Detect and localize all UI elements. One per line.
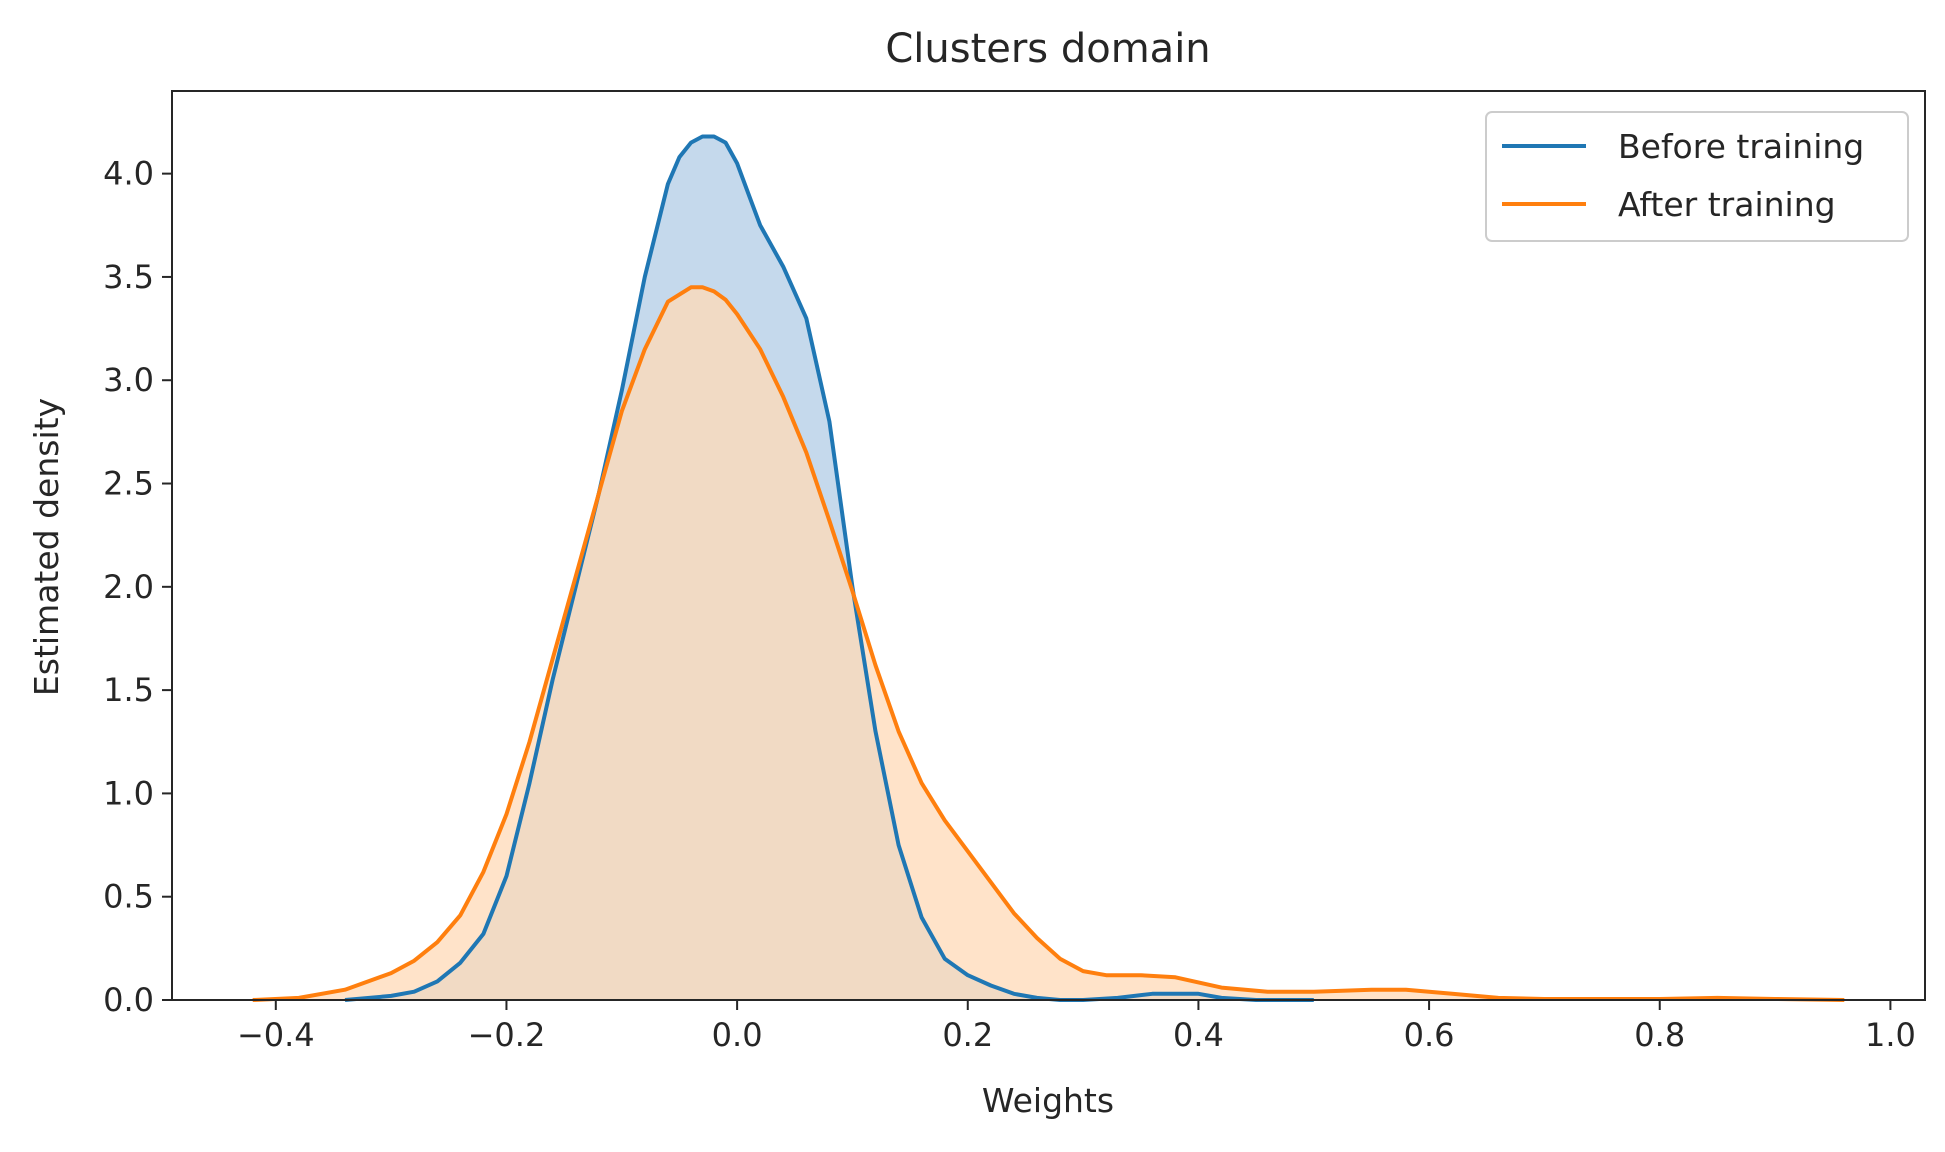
y-tick-label: 2.0 (103, 568, 154, 606)
legend-label: Before training (1618, 127, 1864, 166)
x-tick-label: 0.0 (712, 1016, 763, 1054)
series-line-1 (252, 285, 1845, 1002)
x-axis-label: Weights (982, 1081, 1114, 1120)
x-tick-label: 0.6 (1404, 1016, 1455, 1054)
y-tick-label: 0.0 (103, 981, 154, 1019)
y-axis-label: Estimated density (27, 398, 66, 696)
x-tick-label: −0.4 (237, 1016, 315, 1054)
y-tick-label: 1.5 (103, 671, 154, 709)
x-tick-label: 0.8 (1634, 1016, 1685, 1054)
y-axis-ticks: 0.0 0.5 1.0 1.5 2.0 2.5 3.0 3.5 4.0 (103, 155, 172, 1019)
y-tick-label: 0.5 (103, 878, 154, 916)
y-tick-label: 1.0 (103, 774, 154, 812)
x-tick-label: 0.4 (1173, 1016, 1224, 1054)
y-tick-label: 4.0 (103, 155, 154, 193)
y-tick-label: 3.5 (103, 258, 154, 296)
y-tick-label: 2.5 (103, 465, 154, 503)
legend: Before training After training (1485, 111, 1909, 242)
series-fill-1 (252, 287, 1845, 1000)
legend-label: After training (1618, 185, 1836, 224)
x-tick-label: −0.2 (468, 1016, 546, 1054)
x-tick-label: 0.2 (942, 1016, 993, 1054)
plot-frame (171, 90, 1926, 1001)
chart-title: Clusters domain (885, 26, 1210, 72)
y-tick-label: 3.0 (103, 361, 154, 399)
x-tick-label: 1.0 (1865, 1016, 1916, 1054)
legend-box (1485, 111, 1909, 242)
x-axis-ticks: −0.4 −0.2 0.0 0.2 0.4 0.6 0.8 1.0 (237, 1000, 1916, 1054)
